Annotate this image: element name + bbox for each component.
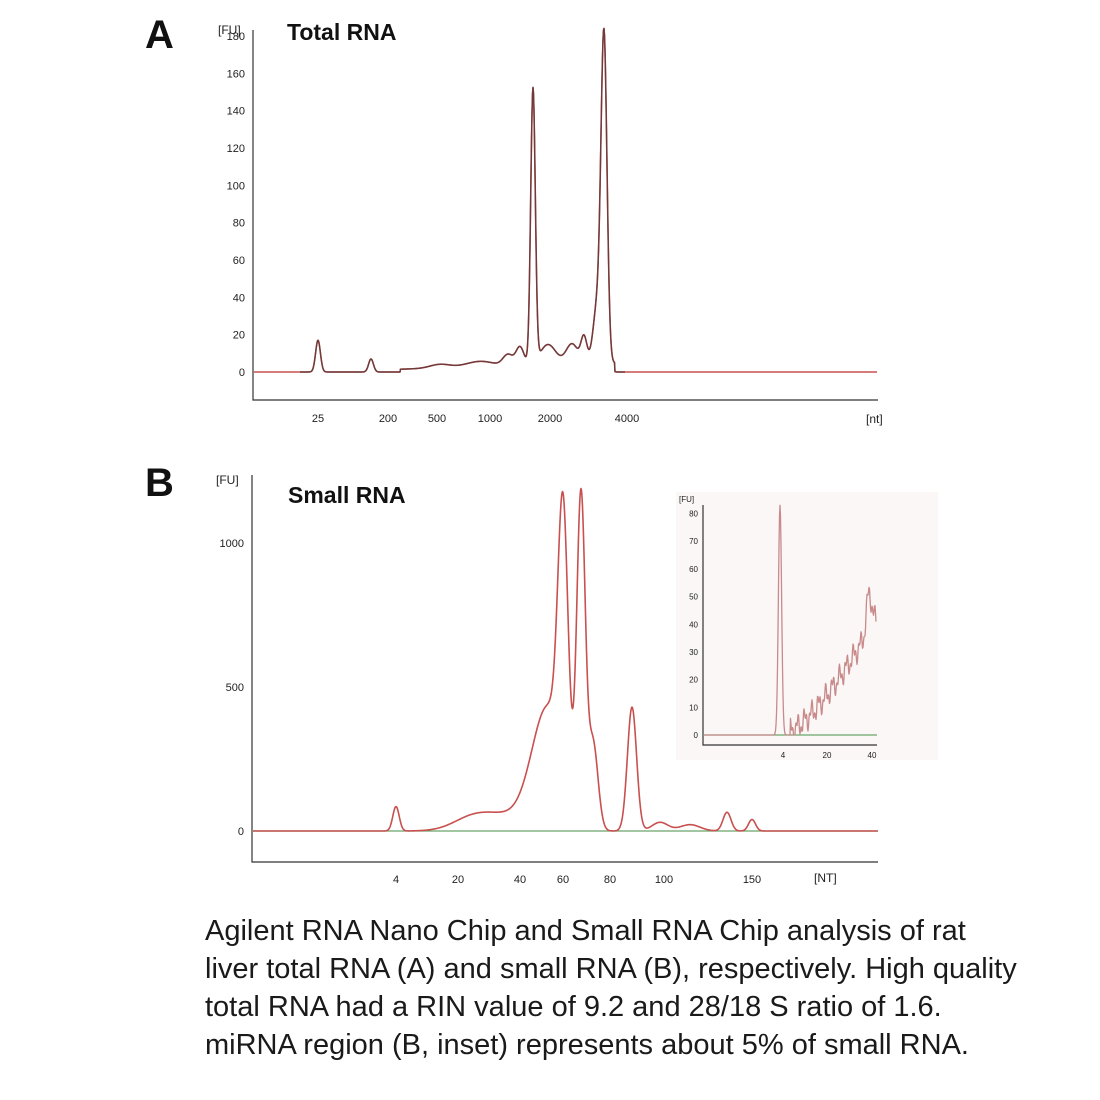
figure: A Total RNA [FU] [nt] 020406080100120140… <box>145 13 938 886</box>
panel-a-ytick-label: 100 <box>227 180 245 192</box>
inset-ytick-label: 80 <box>689 510 698 519</box>
panel-a-trace <box>253 27 878 373</box>
panel-a-ytick-label: 60 <box>233 255 245 267</box>
inset-ylabel: [FU] <box>679 495 694 504</box>
panel-b-trace <box>252 487 879 832</box>
panel-b-axes <box>251 475 878 863</box>
inset-ytick-label: 10 <box>689 703 698 712</box>
panel-b-xtick-label: 20 <box>452 874 464 886</box>
inset-trace <box>703 504 877 736</box>
panel-a-xtick-label: 2000 <box>538 413 562 425</box>
panel-b-ytick-label: 1000 <box>220 538 244 550</box>
inset-xtick-label: 4 <box>781 751 786 760</box>
panel-a-ytick-label: 40 <box>233 292 245 304</box>
panel-a-xtick-label: 200 <box>379 413 397 425</box>
inset-yticks: 0 10 20 30 40 50 60 70 80 <box>689 510 698 740</box>
panel-b-letter: B <box>145 461 174 505</box>
panel-b-xtick-label: 40 <box>514 874 526 886</box>
panel-a-ytick-label: 80 <box>233 218 245 230</box>
inset-ytick-label: 30 <box>689 648 698 657</box>
panel-b-ytick-label: 500 <box>226 682 244 694</box>
panel-b-ytick-label: 0 <box>238 826 244 838</box>
panel-b-yticks: 0 500 1000 <box>220 538 244 838</box>
panel-a-xtick-label: 25 <box>312 413 324 425</box>
inset-ytick-label: 20 <box>689 676 698 685</box>
panel-a-title: Total RNA <box>287 19 396 45</box>
inset-ytick-label: 50 <box>689 593 698 602</box>
panel-b-xtick-label: 150 <box>743 874 761 886</box>
panel-b-title: Small RNA <box>288 482 406 508</box>
panel-b-ylabel: [FU] <box>216 473 239 487</box>
inset-xticks: 4 20 40 <box>781 751 877 760</box>
panel-b-inset: [FU] 0 10 20 30 40 50 60 70 80 4 20 40 <box>676 492 938 760</box>
panel-a-ytick-label: 0 <box>239 367 245 379</box>
inset-ytick-label: 0 <box>694 731 699 740</box>
panel-b-xtick-label: 80 <box>604 874 616 886</box>
panel-a-axes <box>252 30 878 401</box>
inset-xtick-label: 40 <box>868 751 877 760</box>
inset-ytick-label: 40 <box>689 620 698 629</box>
panel-b-xtick-label: 60 <box>557 874 569 886</box>
panel-a-xtick-label: 1000 <box>478 413 502 425</box>
panel-b-xticks: 4 20 40 60 80 100 150 <box>393 874 761 886</box>
inset-ytick-label: 60 <box>689 565 698 574</box>
panel-a-xtick-label: 500 <box>428 413 446 425</box>
panel-b-xtick-label: 100 <box>655 874 673 886</box>
inset-xtick-label: 20 <box>823 751 832 760</box>
panel-a-ytick-label: 160 <box>227 68 245 80</box>
panel-b-xtick-label: 4 <box>393 874 399 886</box>
panel-a-ytick-label: 20 <box>233 330 245 342</box>
panel-a-xticks: 25 200 500 1000 2000 4000 <box>312 413 639 425</box>
panel-a-ytick-label: 140 <box>227 106 245 118</box>
panel-a-trace-core <box>299 27 626 373</box>
panel-a: A Total RNA [FU] [nt] 0 20 40 60 80 100 120 140… <box>145 13 883 426</box>
panel-a-ytick-label: 180 <box>227 31 245 43</box>
panel-b-xlabel: [NT] <box>814 871 837 885</box>
figure-caption: Agilent RNA Nano Chip and Small RNA Chip… <box>205 915 1017 1061</box>
panel-a-xlabel: [nt] <box>866 412 883 426</box>
panel-a-xtick-label: 4000 <box>615 413 639 425</box>
panel-a-letter: A <box>145 13 174 57</box>
panel-a-ytick-label: 120 <box>227 143 245 155</box>
panel-a-ylabel: [FU] <box>218 23 241 37</box>
panel-a-yticks: 0 20 40 60 80 100 120 140 160 180 <box>227 31 245 379</box>
inset-ytick-label: 70 <box>689 537 698 546</box>
inset-axes <box>702 505 877 746</box>
